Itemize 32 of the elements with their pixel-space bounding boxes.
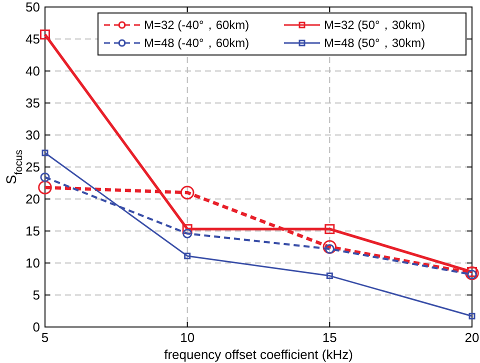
point (468, 312, 476, 320)
y-tick-label: 40 (26, 64, 40, 79)
x-axis-title: frequency offset coefficient (kHz) (164, 347, 353, 362)
point (42, 150, 48, 156)
y-tick-label: 50 (26, 0, 40, 15)
point (326, 272, 333, 280)
point (40, 30, 50, 40)
y-tick-label: 15 (26, 224, 40, 239)
point (180, 186, 194, 200)
y-tick-label: 10 (26, 256, 40, 271)
point (324, 224, 335, 234)
point (322, 240, 337, 254)
legend-label: M=32 (-40°，60km) (144, 18, 250, 32)
legend-label: M=48 (50°，30km) (324, 36, 426, 50)
legend-label: M=48 (-40°，60km) (144, 36, 250, 50)
point (182, 224, 192, 234)
y-tick-label: 35 (26, 96, 40, 111)
point (38, 180, 52, 194)
point (184, 252, 191, 260)
y-tick-label: 20 (26, 192, 40, 207)
y-tick-label: 25 (26, 160, 40, 175)
legend-label: M=32 (50°，30km) (324, 18, 426, 32)
y-tick-label: 0 (32, 320, 40, 335)
y-tick-label: 30 (26, 128, 40, 143)
point (182, 228, 192, 238)
y-tick-label: 5 (32, 288, 40, 303)
x-tick-label: 15 (322, 330, 337, 345)
point (40, 172, 50, 182)
y-tick-label: 45 (26, 32, 40, 47)
x-tick-label: 20 (464, 330, 480, 345)
x-tick-label: 10 (180, 330, 195, 345)
point (465, 266, 479, 280)
